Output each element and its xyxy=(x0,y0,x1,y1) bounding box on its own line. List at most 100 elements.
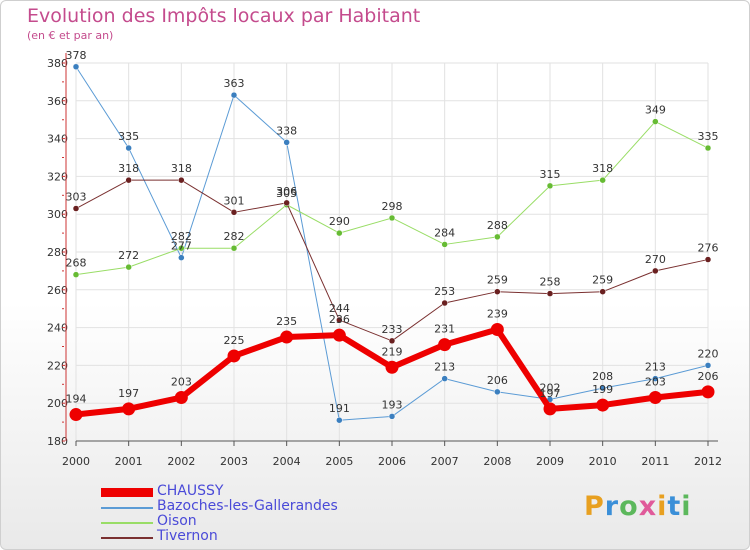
data-point-bazoches-les-gallerandes xyxy=(388,413,396,420)
data-point-bazoches-les-gallerandes xyxy=(230,91,238,99)
y-tick-label: 220 xyxy=(47,359,68,372)
value-label-oison: 288 xyxy=(487,219,508,232)
data-point-chaussy xyxy=(280,330,294,344)
value-label-oison: 315 xyxy=(540,168,561,181)
data-point-oison xyxy=(441,241,448,248)
legend-label: Tivernon xyxy=(157,528,218,544)
data-point-oison xyxy=(546,182,554,190)
data-point-oison xyxy=(125,263,132,271)
value-label-bazoches-les-gallerandes: 277 xyxy=(171,240,192,253)
legend-label: CHAUSSY xyxy=(157,483,224,499)
y-tick-label: 300 xyxy=(47,208,68,221)
value-label-tivernon: 233 xyxy=(382,323,403,336)
data-point-bazoches-les-gallerandes xyxy=(652,375,659,382)
data-point-tivernon xyxy=(599,288,606,295)
logo-letter: o xyxy=(619,491,639,522)
value-label-chaussy: 197 xyxy=(118,387,139,400)
value-label-tivernon: 270 xyxy=(645,253,666,266)
data-point-oison xyxy=(72,271,80,278)
logo-letter: t xyxy=(667,491,682,522)
data-point-oison xyxy=(494,233,501,241)
x-tick-label: 2005 xyxy=(325,455,353,468)
data-point-oison xyxy=(388,214,396,222)
proxiti-logo: Proxiti xyxy=(584,491,692,522)
value-label-chaussy: 236 xyxy=(329,313,350,326)
legend-swatch xyxy=(101,506,153,509)
value-label-chaussy: 199 xyxy=(592,383,613,396)
data-point-chaussy xyxy=(332,328,346,342)
value-label-chaussy: 235 xyxy=(276,315,297,328)
y-tick-label: 280 xyxy=(47,246,68,259)
legend-swatch xyxy=(101,488,153,497)
x-tick-label: 2009 xyxy=(536,455,564,468)
legend-label: Bazoches-les-Gallerandes xyxy=(157,498,338,514)
data-point-tivernon xyxy=(283,199,290,207)
x-tick-label: 2007 xyxy=(431,455,459,468)
value-label-bazoches-les-gallerandes: 335 xyxy=(118,130,139,143)
data-point-chaussy xyxy=(543,402,557,416)
x-tick-label: 2001 xyxy=(115,455,143,468)
x-tick-label: 2011 xyxy=(641,455,669,468)
data-point-bazoches-les-gallerandes xyxy=(125,144,132,152)
data-point-tivernon xyxy=(494,288,501,295)
data-point-oison xyxy=(704,144,712,152)
value-label-chaussy: 203 xyxy=(645,376,666,389)
value-label-tivernon: 253 xyxy=(434,285,455,298)
data-point-oison xyxy=(178,244,185,252)
logo-letter: x xyxy=(638,491,658,522)
value-label-bazoches-les-gallerandes: 202 xyxy=(540,381,561,394)
logo-letter: r xyxy=(604,491,620,522)
x-tick-label: 2010 xyxy=(589,455,617,468)
data-point-chaussy xyxy=(174,391,188,405)
data-point-chaussy xyxy=(596,398,610,412)
value-label-tivernon: 318 xyxy=(118,162,139,175)
value-label-bazoches-les-gallerandes: 378 xyxy=(66,49,87,62)
legend-item-tivernon: Tivernon xyxy=(101,528,401,545)
value-label-tivernon: 303 xyxy=(66,191,87,204)
legend-item-bazoches-les-gallerandes: Bazoches-les-Gallerandes xyxy=(101,498,401,515)
y-tick-label: 260 xyxy=(47,284,68,297)
value-label-bazoches-les-gallerandes: 191 xyxy=(329,402,350,415)
y-tick-label: 320 xyxy=(47,170,68,183)
data-point-bazoches-les-gallerandes xyxy=(178,254,185,261)
y-tick-label: 240 xyxy=(47,322,68,335)
value-label-chaussy: 203 xyxy=(171,376,192,389)
x-tick-label: 2008 xyxy=(483,455,511,468)
data-point-tivernon xyxy=(72,205,80,212)
value-label-tivernon: 306 xyxy=(276,185,297,198)
chart-subtitle: (en € et par an) xyxy=(27,29,114,42)
data-point-bazoches-les-gallerandes xyxy=(283,139,290,146)
y-tick-label: 360 xyxy=(47,95,68,108)
value-label-tivernon: 258 xyxy=(540,276,561,289)
data-point-chaussy xyxy=(227,349,241,363)
x-tick-label: 2006 xyxy=(378,455,406,468)
chart-legend: CHAUSSY Bazoches-les-Gallerandes Oison Tive… xyxy=(101,483,401,545)
legend-swatch xyxy=(101,521,153,524)
value-label-bazoches-les-gallerandes: 213 xyxy=(434,361,455,374)
data-point-bazoches-les-gallerandes xyxy=(494,388,501,396)
data-point-oison xyxy=(599,176,606,184)
x-tick-label: 2004 xyxy=(273,455,301,468)
data-point-tivernon xyxy=(230,209,238,216)
value-label-chaussy: 231 xyxy=(434,323,455,336)
value-label-bazoches-les-gallerandes: 363 xyxy=(224,77,245,90)
y-tick-label: 340 xyxy=(47,133,68,146)
value-label-oison: 272 xyxy=(118,249,139,262)
value-label-tivernon: 259 xyxy=(487,274,508,287)
value-label-tivernon: 259 xyxy=(592,274,613,287)
value-label-oison: 284 xyxy=(434,226,455,239)
value-label-bazoches-les-gallerandes: 208 xyxy=(592,370,613,383)
value-label-chaussy: 206 xyxy=(698,370,719,383)
value-label-oison: 298 xyxy=(382,200,403,213)
value-label-tivernon: 318 xyxy=(171,162,192,175)
data-point-tivernon xyxy=(704,256,712,263)
value-label-oison: 290 xyxy=(329,215,350,228)
value-label-tivernon: 276 xyxy=(698,242,719,255)
value-label-oison: 335 xyxy=(698,130,719,143)
value-label-bazoches-les-gallerandes: 220 xyxy=(698,347,719,360)
data-point-bazoches-les-gallerandes xyxy=(336,416,343,424)
data-point-bazoches-les-gallerandes xyxy=(441,375,448,382)
legend-label: Oison xyxy=(157,513,197,529)
value-label-bazoches-les-gallerandes: 338 xyxy=(276,124,297,137)
